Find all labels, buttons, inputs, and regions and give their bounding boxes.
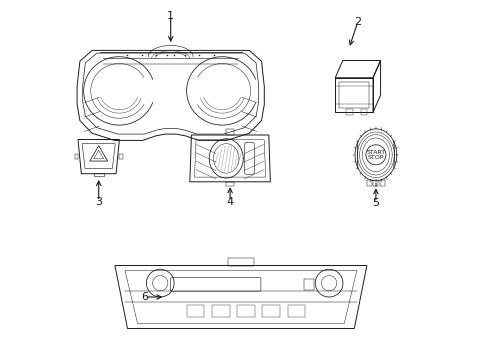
- Bar: [94, 173, 103, 176]
- Bar: [226, 129, 233, 135]
- Text: STOP: STOP: [367, 156, 383, 161]
- Bar: [211, 305, 229, 316]
- Bar: [75, 154, 78, 159]
- Bar: [226, 182, 233, 186]
- Text: 2: 2: [354, 17, 361, 27]
- Bar: [379, 180, 384, 186]
- Text: 6: 6: [141, 292, 147, 302]
- Bar: [237, 305, 254, 316]
- Text: 5: 5: [372, 198, 379, 208]
- Text: II: II: [374, 183, 377, 188]
- Bar: [360, 109, 366, 115]
- Bar: [366, 180, 371, 186]
- Bar: [303, 279, 313, 290]
- Bar: [287, 305, 305, 316]
- Bar: [262, 305, 280, 316]
- Bar: [186, 305, 204, 316]
- Text: START: START: [366, 150, 385, 155]
- Text: 3: 3: [95, 197, 102, 207]
- Bar: [373, 180, 378, 186]
- Bar: [228, 258, 253, 266]
- Text: 1: 1: [167, 11, 174, 21]
- Bar: [119, 154, 122, 159]
- Text: 4: 4: [226, 197, 233, 207]
- Bar: [346, 109, 352, 115]
